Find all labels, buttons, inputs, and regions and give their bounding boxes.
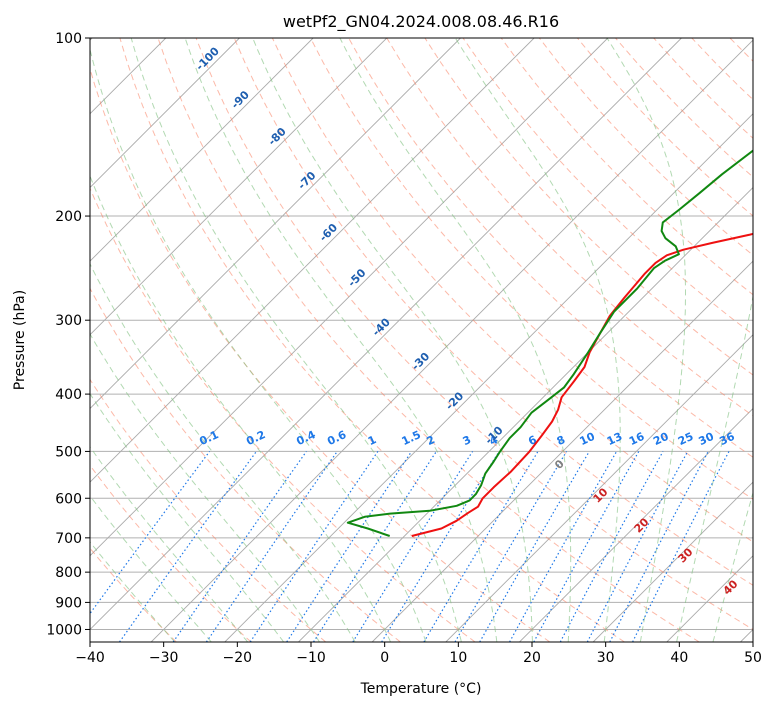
mixing-ratio-line	[381, 451, 500, 642]
moist-adiabat-line	[90, 541, 176, 642]
isotherm-line	[224, 113, 753, 642]
mixing-ratio-label: 36	[717, 430, 737, 448]
y-axis-ticks: 100 200 300 400 500 600 700 800 900 1000	[46, 31, 90, 638]
x-axis-ticks: −40 −30 −20 −10 0 10 20 30 40 50	[75, 642, 762, 666]
dewpoint-profile-line	[346, 149, 753, 537]
mixing-ratio-line	[205, 451, 338, 642]
mixing-ratio-line	[509, 451, 618, 642]
mixing-ratio-line	[249, 451, 379, 642]
x-tick-label: −20	[223, 650, 253, 666]
dry-adiabat-line	[119, 38, 625, 642]
mixing-ratio-line	[286, 451, 413, 642]
moist-adiabat-line	[252, 38, 533, 642]
mixing-ratio-label: 25	[676, 430, 695, 448]
x-tick-label: −10	[296, 650, 326, 666]
y-tick-label: 1000	[46, 622, 82, 638]
isotherm-line	[90, 38, 314, 262]
mixing-ratio-label: 13	[605, 430, 624, 448]
y-tick-label: 700	[55, 531, 82, 547]
y-tick-label: 900	[55, 595, 82, 611]
dry-adiabat-line	[90, 67, 551, 642]
isotherm-line	[445, 334, 753, 642]
temperature-profile-line	[411, 232, 753, 537]
y-tick-label: 800	[55, 565, 82, 581]
x-tick-label: 20	[523, 650, 541, 666]
isotherm-line	[90, 38, 535, 483]
isotherm-line	[371, 260, 753, 642]
isotherm-line	[519, 407, 753, 642]
isotherm-line	[90, 38, 461, 410]
moist-adiabat-line	[339, 38, 572, 642]
dry-adiabat-line	[310, 38, 753, 500]
dry-adiabat-line	[157, 38, 700, 642]
mixing-ratio-label: 20	[651, 430, 671, 448]
dry-adiabat-line	[462, 38, 753, 336]
x-tick-label: 0	[380, 650, 389, 666]
y-tick-label: 300	[55, 313, 82, 329]
isotherm-lines	[90, 38, 753, 642]
moist-adiabat-line	[90, 332, 320, 642]
sounding-profiles	[346, 149, 753, 537]
isotherm-line	[90, 38, 388, 336]
plot-frame	[89, 37, 754, 643]
y-tick-label: 100	[55, 31, 82, 47]
y-tick-label: 400	[55, 387, 82, 403]
mixing-ratio-label: 16	[627, 430, 647, 448]
x-tick-label: 50	[744, 650, 762, 666]
mixing-ratio-line	[312, 451, 437, 642]
y-tick-label: 200	[55, 209, 82, 225]
isotherm-line	[592, 481, 753, 642]
mixing-ratio-line	[90, 451, 211, 615]
mixing-ratio-line	[559, 451, 664, 642]
moist-adiabat-line	[90, 392, 285, 642]
mixing-ratio-label: 10	[578, 430, 598, 448]
moist-adiabat-lines	[90, 38, 753, 642]
isotherm-line	[90, 38, 682, 631]
chart-title: wetPf2_GN04.2024.008.08.46.R16	[283, 12, 559, 32]
x-tick-label: −30	[149, 650, 179, 666]
moist-adiabat-line	[90, 262, 356, 642]
moist-adiabat-line	[90, 494, 212, 642]
dry-adiabat-line	[271, 38, 753, 543]
dry-adiabat-line	[195, 38, 753, 631]
mixing-ratio-line	[172, 451, 307, 642]
isotherm-line	[90, 38, 240, 189]
dry-adiabat-line	[233, 38, 753, 586]
x-axis-label: Temperature (°C)	[360, 681, 482, 697]
mixing-ratio-label: 30	[697, 430, 717, 448]
dry-adiabat-line	[90, 378, 327, 642]
mixing-ratio-lines	[90, 451, 730, 642]
y-axis-label: Pressure (hPa)	[12, 290, 28, 390]
moist-adiabat-line	[184, 38, 498, 642]
moist-adiabat-line	[90, 174, 392, 642]
y-tick-label: 500	[55, 444, 82, 460]
isotherm-line	[150, 39, 753, 642]
moist-adiabat-line	[130, 38, 462, 642]
isotherm-line	[90, 38, 609, 557]
mixing-ratio-line	[533, 451, 640, 642]
x-tick-label: 30	[597, 650, 615, 666]
moist-adiabat-line	[606, 38, 686, 642]
y-tick-label: 600	[55, 491, 82, 507]
dry-adiabat-line	[90, 464, 252, 642]
moist-adiabat-line	[90, 446, 249, 642]
x-tick-label: 40	[670, 650, 688, 666]
dry-adiabat-lines	[90, 38, 753, 642]
mixing-ratio-line	[119, 451, 257, 642]
moist-adiabat-line	[90, 47, 427, 642]
x-tick-label: 10	[449, 650, 467, 666]
moist-adiabat-line	[676, 293, 753, 642]
mixing-ratio-line	[632, 451, 730, 642]
dry-adiabat-line	[500, 38, 753, 296]
moist-adiabat-line	[712, 490, 753, 642]
x-tick-label: −40	[75, 650, 105, 666]
